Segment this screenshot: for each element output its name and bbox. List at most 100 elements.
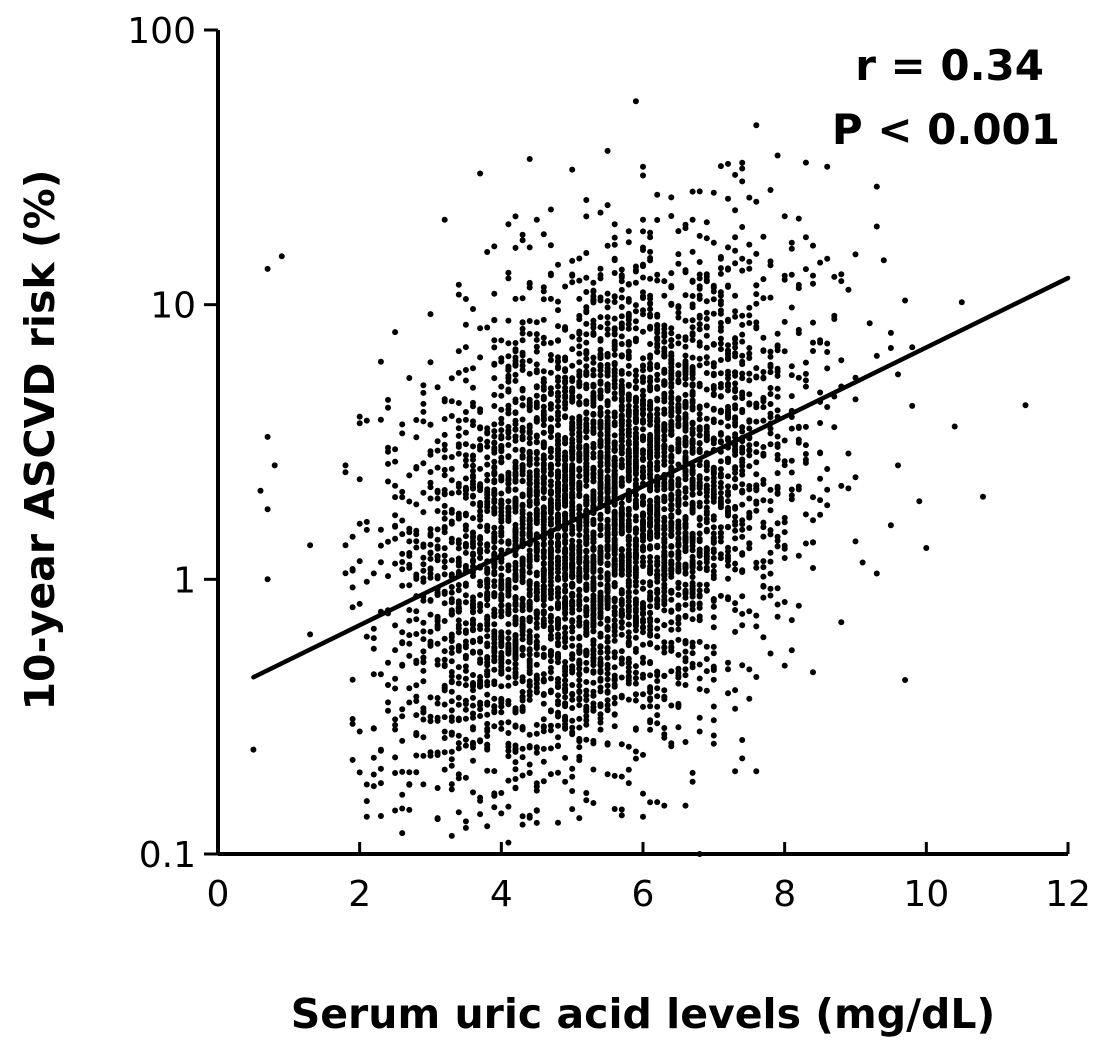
data-point (760, 444, 767, 450)
data-point (590, 354, 597, 361)
data-point (675, 303, 682, 310)
data-point (774, 368, 781, 375)
data-point (576, 724, 583, 731)
data-point (590, 567, 597, 574)
data-point (427, 421, 434, 428)
data-point (533, 433, 540, 440)
data-point (547, 727, 554, 734)
data-point (470, 543, 476, 550)
data-point (838, 278, 845, 285)
data-point (462, 655, 469, 662)
data-point (505, 353, 512, 360)
data-point (455, 515, 462, 522)
data-point (661, 378, 668, 385)
data-point (611, 654, 618, 661)
data-point (526, 564, 533, 571)
data-point (654, 517, 661, 524)
data-point (533, 744, 540, 751)
data-point (455, 417, 462, 424)
data-point (434, 573, 441, 580)
data-point (512, 584, 519, 591)
data-point (625, 391, 632, 398)
data-point (618, 353, 625, 360)
data-point (746, 463, 753, 470)
data-point (562, 540, 569, 547)
data-point (533, 651, 540, 658)
data-point (597, 677, 604, 684)
data-point (555, 374, 561, 381)
data-point (583, 566, 590, 573)
data-point (462, 701, 469, 707)
data-point (455, 400, 462, 406)
data-point (420, 567, 427, 574)
data-point (739, 467, 746, 474)
data-point (647, 535, 654, 542)
data-point (632, 492, 639, 499)
data-point (831, 273, 838, 280)
data-point (640, 751, 646, 758)
data-point (583, 596, 590, 603)
data-point (611, 521, 618, 528)
data-point (470, 558, 476, 565)
data-point (817, 497, 824, 504)
data-point (760, 375, 767, 382)
data-point (682, 601, 689, 608)
data-point (767, 361, 774, 368)
data-point (477, 706, 484, 713)
data-point (753, 482, 760, 489)
data-point (392, 329, 399, 336)
data-point (470, 741, 476, 748)
data-point (547, 465, 554, 472)
data-point (611, 221, 618, 228)
data-point (462, 715, 469, 722)
data-point (555, 569, 561, 576)
data-point (484, 570, 491, 576)
data-point (682, 648, 689, 655)
data-point (406, 652, 413, 659)
data-point (774, 433, 781, 440)
data-point (689, 293, 696, 299)
data-point (654, 604, 661, 610)
data-point (703, 298, 710, 305)
data-point (632, 408, 639, 415)
data-point (526, 487, 533, 494)
data-point (547, 595, 554, 602)
data-point (767, 187, 774, 193)
data-point (739, 165, 746, 172)
data-point (781, 348, 788, 355)
data-point (675, 488, 682, 495)
data-point (647, 234, 654, 241)
data-point (625, 696, 632, 703)
data-point (647, 300, 654, 307)
data-point (519, 821, 526, 828)
data-point (519, 574, 526, 581)
data-point (519, 745, 526, 752)
data-point (505, 674, 512, 681)
data-point (448, 649, 455, 656)
data-point (625, 559, 632, 566)
data-point (675, 404, 682, 410)
data-point (505, 635, 512, 642)
data-point (363, 798, 370, 805)
data-point (788, 425, 795, 432)
data-point (448, 557, 455, 564)
data-point (717, 393, 724, 400)
data-point (526, 692, 533, 699)
data-point (668, 608, 675, 615)
data-point (569, 806, 576, 813)
data-point (682, 587, 689, 594)
data-point (519, 595, 526, 602)
data-point (519, 295, 526, 302)
data-point (512, 784, 519, 791)
data-point (654, 406, 661, 413)
data-point (689, 616, 696, 623)
data-point (760, 348, 767, 354)
data-point (590, 331, 597, 338)
data-point (583, 584, 590, 590)
data-point (774, 585, 781, 592)
data-point (455, 559, 462, 566)
data-point (519, 772, 526, 779)
data-point (569, 591, 576, 598)
data-point (420, 554, 427, 561)
data-point (462, 367, 469, 373)
